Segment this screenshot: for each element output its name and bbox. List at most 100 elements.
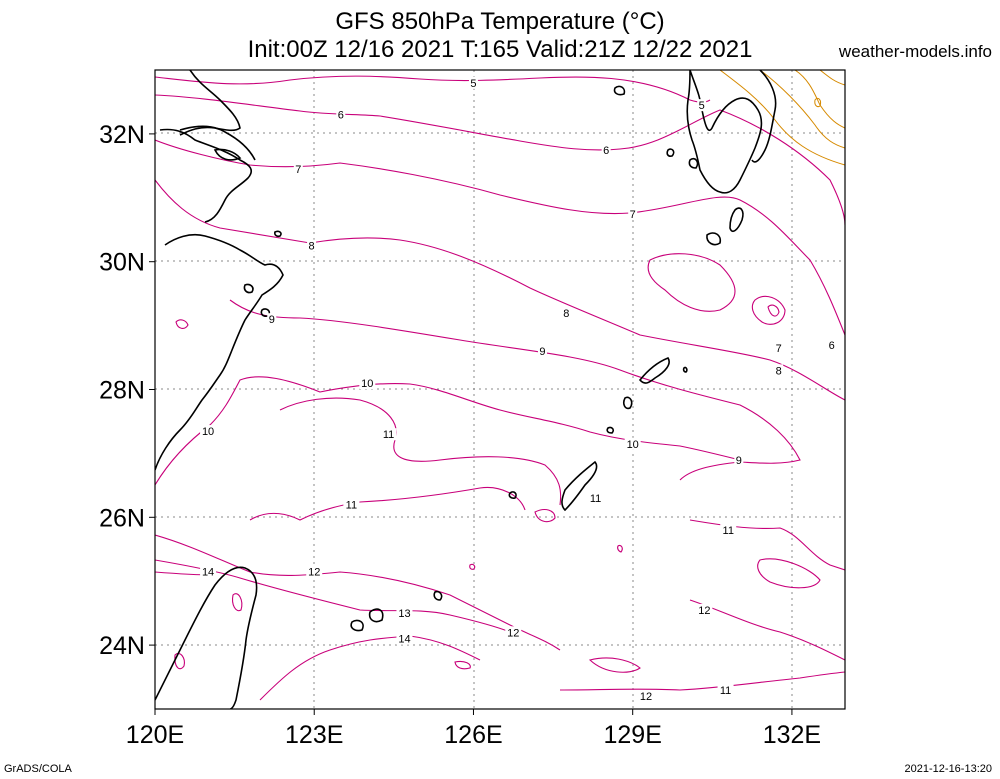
contour-label-background xyxy=(293,163,303,176)
contour-label: 6 xyxy=(338,110,344,122)
contour-label-background xyxy=(720,524,737,537)
contour-label: 14 xyxy=(202,567,214,579)
contour-label: 6 xyxy=(829,340,835,352)
contour-label-background xyxy=(200,565,217,578)
contour-label: 11 xyxy=(590,493,601,505)
lat-tick-label: 28N xyxy=(99,377,145,405)
coast-tanegashima xyxy=(706,207,744,246)
closed-contour-s4 xyxy=(174,652,185,670)
isotherm-13 xyxy=(155,559,511,633)
watermark-text: weather-models.info xyxy=(838,42,992,61)
contour-labels: 5 5 6 6 6 7 7 7 8 8 8 9 9 9 10 10 10 11 11 11 11 11 12 12 12 12 13… xyxy=(200,76,837,703)
footer-software-credit: GrADS/COLA xyxy=(4,763,72,775)
contour-label: 10 xyxy=(202,426,214,438)
isotherm-11-south xyxy=(249,486,526,521)
temperature-contours xyxy=(155,75,845,701)
isotherm-12-west xyxy=(155,534,561,651)
contour-label: 13 xyxy=(398,608,410,620)
coast-islands-south xyxy=(350,590,443,632)
closed-contour-e3 xyxy=(767,304,780,317)
contour-label-background xyxy=(628,207,638,220)
contour-label-background xyxy=(267,313,277,326)
contour-label: 8 xyxy=(563,308,569,320)
contour-label-background xyxy=(587,492,604,505)
contour-label-background xyxy=(697,99,707,112)
isotherm-9 xyxy=(229,299,801,481)
contour-label: 11 xyxy=(720,685,731,697)
contour-label-background xyxy=(468,76,478,89)
contour-label: 9 xyxy=(736,455,742,467)
closed-contour-s2 xyxy=(757,558,821,589)
contour-label: 12 xyxy=(507,627,519,639)
coastlines xyxy=(155,70,777,709)
contour-label-background xyxy=(336,108,346,121)
lon-tick-label: 132E xyxy=(763,721,821,749)
contour-label-background xyxy=(396,632,413,645)
contour-label-background xyxy=(537,345,547,358)
lat-tick-label: 32N xyxy=(99,121,145,149)
contour-label-background xyxy=(717,683,734,696)
contour-label-background xyxy=(200,425,217,438)
axis-labels: 120E 123E 126E 129E 132E 24N 26N 28N 30N 32N xyxy=(99,121,821,749)
coast-okinawa xyxy=(508,396,633,512)
closed-contour-s6 xyxy=(454,660,471,670)
contour-label: 6 xyxy=(603,145,609,157)
lon-tick-label: 123E xyxy=(285,721,343,749)
contour-label: 12 xyxy=(640,691,652,703)
contour-label: 11 xyxy=(346,500,357,512)
isotherm-2 xyxy=(794,70,845,129)
closed-contour-e2 xyxy=(751,295,786,325)
isotherm-10 xyxy=(155,376,741,486)
isotherm-11-west xyxy=(279,397,562,506)
contour-label: 10 xyxy=(361,378,373,390)
contour-label: 7 xyxy=(776,343,782,355)
contour-label: 9 xyxy=(539,346,545,358)
closed-contour-s8 xyxy=(617,544,623,553)
contour-label-background xyxy=(827,338,837,351)
contour-label-background xyxy=(561,306,571,319)
isotherm-11-east xyxy=(689,519,845,571)
contour-label: 14 xyxy=(398,634,410,646)
contour-label-background xyxy=(359,377,376,390)
contour-label: 12 xyxy=(308,567,320,579)
cold-air-contours xyxy=(719,70,845,166)
contour-label: 7 xyxy=(295,164,301,176)
contour-label: 5 xyxy=(470,78,476,90)
coast-amami xyxy=(638,357,688,384)
contour-label: 7 xyxy=(630,209,636,221)
contour-label-background xyxy=(774,364,784,377)
contour-label: 8 xyxy=(309,241,315,253)
closed-contour-s3 xyxy=(588,657,641,673)
closed-contour-nw xyxy=(175,319,189,329)
isotherm-12-east xyxy=(689,599,845,661)
contour-label-background xyxy=(624,437,641,450)
coast-goto xyxy=(613,85,699,169)
footer-timestamp: 2021-12-16-13:20 xyxy=(904,763,992,775)
contour-label-background xyxy=(307,239,317,252)
coast-kyushu-east xyxy=(751,70,777,163)
lat-tick-label: 24N xyxy=(99,632,145,660)
closed-contour-s1 xyxy=(534,509,556,523)
coast-hangzhou-bay xyxy=(155,233,284,471)
contour-label: 10 xyxy=(627,439,639,451)
chart-subtitle: Init:00Z 12/16 2021 T:165 Valid:21Z 12/2… xyxy=(247,36,753,63)
lon-tick-label: 120E xyxy=(126,721,184,749)
chart-title: GFS 850hPa Temperature (°C) xyxy=(335,8,665,35)
contour-label: 5 xyxy=(699,100,705,112)
closed-contour-s5 xyxy=(232,593,243,612)
contour-label-background xyxy=(380,428,397,441)
closed-contour-e1 xyxy=(647,253,736,312)
contour-label: 11 xyxy=(383,429,394,441)
lon-tick-label: 129E xyxy=(603,721,661,749)
contour-label-background xyxy=(505,626,522,639)
isotherm-1 xyxy=(819,70,845,86)
axis-ticks xyxy=(149,133,793,715)
contour-label-background xyxy=(774,341,784,354)
contour-label-background xyxy=(343,498,360,511)
contour-label-background xyxy=(696,603,713,616)
isotherm-7 xyxy=(155,139,845,336)
lat-tick-label: 30N xyxy=(99,249,145,277)
coast-taiwan xyxy=(155,566,258,709)
isotherm-6 xyxy=(155,94,845,226)
contour-label: 12 xyxy=(698,605,710,617)
